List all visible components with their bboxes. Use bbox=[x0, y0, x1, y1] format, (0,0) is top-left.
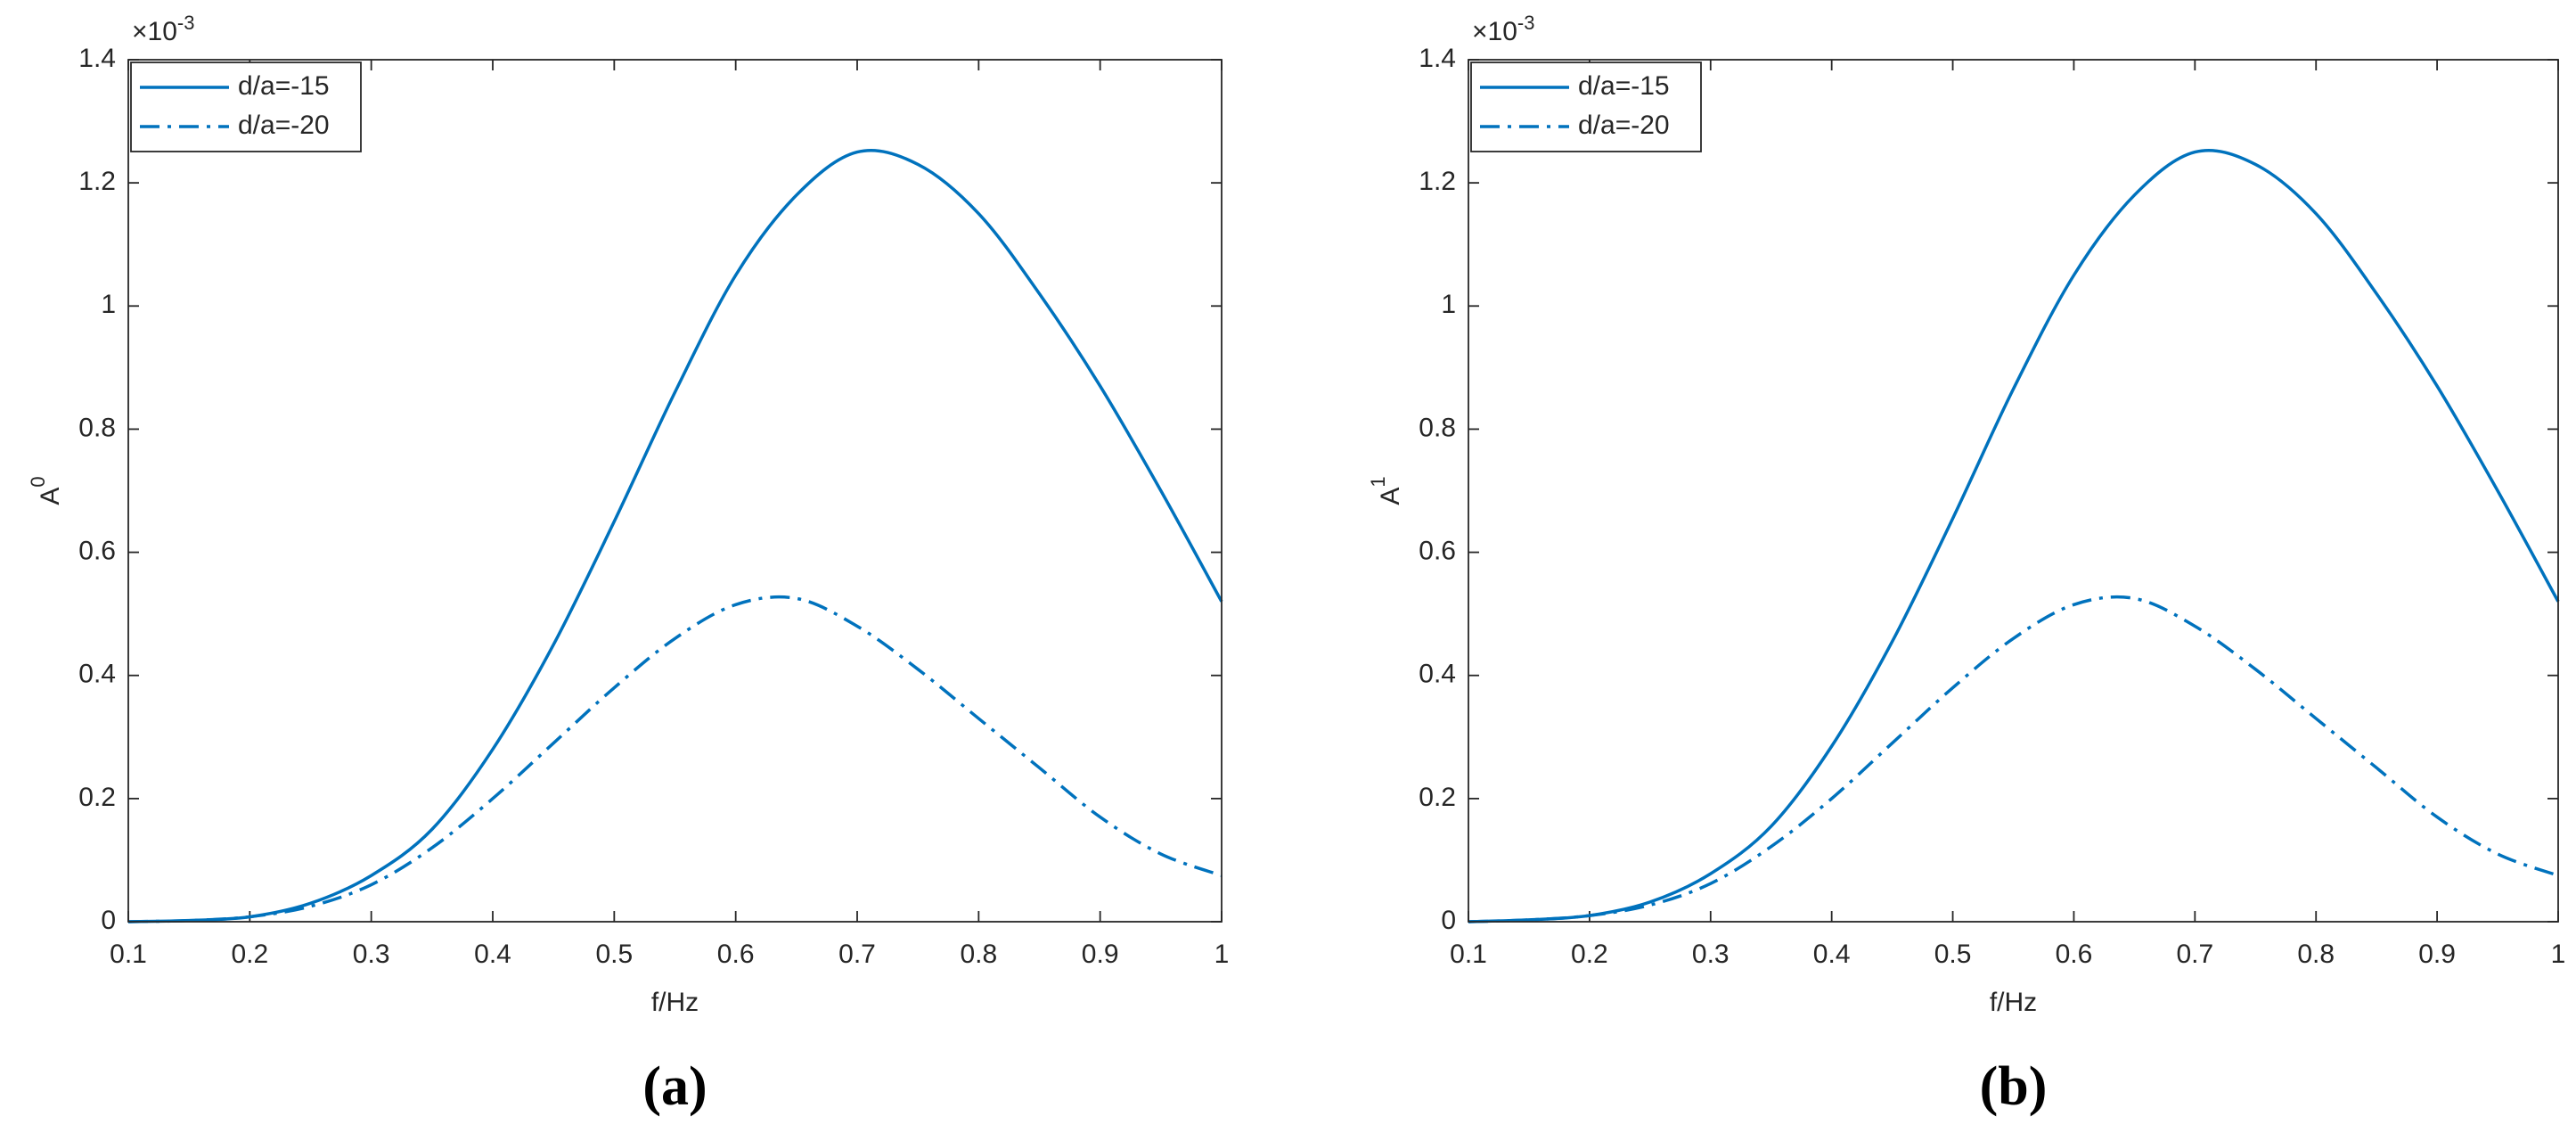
x-tick-label: 0.5 bbox=[595, 940, 633, 969]
y-label-base: A bbox=[36, 488, 65, 505]
y-tick-label: 0.4 bbox=[78, 660, 116, 689]
panel-label: (b) bbox=[1980, 1056, 2048, 1117]
chart: 0.1 0.2 0.3 0.4 0.5 0.6 0.7 0.8 0.9 1 0 0.2 0.4 0.6 0.… bbox=[27, 12, 1230, 1117]
y-tick-label: 0.4 bbox=[1419, 660, 1456, 689]
multiplier-exponent: -3 bbox=[177, 12, 195, 34]
y-tick-label: 0.2 bbox=[78, 783, 116, 812]
y-axis-label: A0 bbox=[27, 476, 65, 505]
legend-label: d/a=-20 bbox=[238, 111, 330, 140]
y-tick-label: 0 bbox=[1441, 906, 1456, 935]
legend-box bbox=[1470, 62, 1702, 152]
y-axis-label: A1 bbox=[1367, 476, 1405, 505]
plot-area bbox=[128, 60, 1222, 922]
y-tick-label: 0 bbox=[101, 906, 116, 935]
x-tick-label: 0.4 bbox=[1813, 940, 1851, 969]
y-label-superscript: 0 bbox=[27, 476, 49, 487]
x-tick-label: 0.2 bbox=[231, 940, 268, 969]
x-tick-label: 0.2 bbox=[1571, 940, 1608, 969]
y-tick-label: 1.2 bbox=[78, 167, 116, 196]
y-tick-label: 1.4 bbox=[78, 44, 116, 73]
y-label-superscript: 1 bbox=[1367, 476, 1389, 487]
y-tick-label: 0.6 bbox=[78, 536, 116, 565]
multiplier-base: ×10 bbox=[1472, 17, 1517, 46]
x-axis-label: f/Hz bbox=[651, 988, 699, 1017]
x-tick-label: 0.3 bbox=[353, 940, 390, 969]
x-tick-label: 0.6 bbox=[717, 940, 755, 969]
x-tick-label: 1 bbox=[1214, 940, 1230, 969]
x-axis-label: f/Hz bbox=[1990, 988, 2037, 1017]
y-multiplier: ×10-3 bbox=[132, 12, 194, 46]
panel-label: (a) bbox=[642, 1056, 707, 1117]
multiplier-base: ×10 bbox=[132, 17, 177, 46]
x-tick-label: 0.1 bbox=[110, 940, 147, 969]
y-tick-label: 0.6 bbox=[1419, 536, 1456, 565]
plot-area bbox=[1468, 60, 2558, 922]
y-tick-label: 1 bbox=[1441, 290, 1456, 319]
y-label-base: A bbox=[1376, 488, 1405, 505]
x-tick-label: 0.7 bbox=[2176, 940, 2213, 969]
legend-label: d/a=-15 bbox=[1578, 71, 1670, 101]
x-tick-label: 1 bbox=[2551, 940, 2566, 969]
data-line bbox=[1468, 148, 2560, 923]
y-multiplier: ×10-3 bbox=[1472, 12, 1534, 46]
legend-label: d/a=-15 bbox=[238, 71, 330, 101]
y-tick-label: 0.8 bbox=[1419, 413, 1456, 442]
data-line bbox=[127, 595, 1223, 923]
legend-box bbox=[130, 62, 362, 152]
x-tick-label: 0.9 bbox=[1082, 940, 1119, 969]
x-tick-label: 0.8 bbox=[2297, 940, 2335, 969]
x-tick-label: 0.1 bbox=[1450, 940, 1487, 969]
legend-label: d/a=-20 bbox=[1578, 111, 1670, 140]
x-tick-label: 0.3 bbox=[1692, 940, 1730, 969]
chart: 0.1 0.2 0.3 0.4 0.5 0.6 0.7 0.8 0.9 1 0 0.2 0.4 0.6 0.… bbox=[1367, 12, 2566, 1117]
y-tick-label: 0.8 bbox=[78, 413, 116, 442]
y-tick-label: 0.2 bbox=[1419, 783, 1456, 812]
x-tick-label: 0.6 bbox=[2056, 940, 2093, 969]
axes-frame bbox=[1468, 59, 2559, 923]
y-tick-label: 1.4 bbox=[1419, 44, 1456, 73]
y-tick-label: 1 bbox=[101, 290, 116, 319]
x-tick-label: 0.8 bbox=[960, 940, 997, 969]
x-tick-label: 0.4 bbox=[474, 940, 511, 969]
x-tick-label: 0.9 bbox=[2418, 940, 2456, 969]
y-tick-label: 1.2 bbox=[1419, 167, 1456, 196]
multiplier-exponent: -3 bbox=[1517, 12, 1535, 34]
data-line bbox=[127, 148, 1223, 923]
data-line bbox=[1468, 595, 2559, 923]
x-tick-label: 0.5 bbox=[1934, 940, 1972, 969]
axes-frame bbox=[127, 59, 1223, 923]
x-tick-label: 0.7 bbox=[838, 940, 876, 969]
